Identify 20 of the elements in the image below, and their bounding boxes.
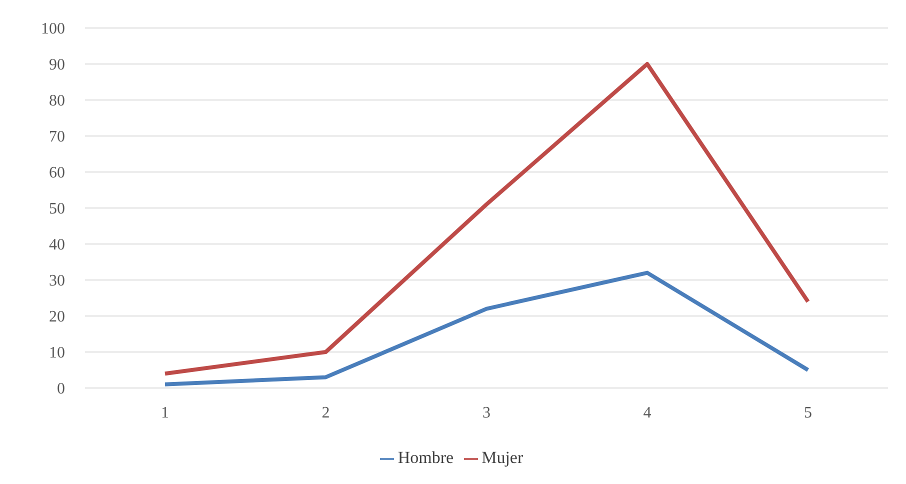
- y-tick-label: 30: [49, 272, 65, 290]
- y-tick-label: 70: [49, 128, 65, 146]
- y-tick-label: 80: [49, 92, 65, 110]
- legend-label: Hombre: [398, 448, 454, 467]
- y-tick-label: 100: [41, 20, 65, 38]
- y-tick-label: 0: [57, 380, 65, 398]
- x-tick-label: 4: [643, 404, 652, 422]
- y-tick-label: 40: [49, 236, 65, 254]
- y-tick-label: 20: [49, 308, 65, 326]
- x-tick-label: 3: [482, 404, 490, 422]
- legend-label: Mujer: [482, 448, 524, 467]
- y-tick-label: 90: [49, 56, 65, 74]
- x-tick-label: 2: [322, 404, 330, 422]
- line-series: [163, 62, 810, 376]
- x-tick-label: 5: [804, 404, 812, 422]
- x-tick-label: 1: [161, 404, 169, 422]
- y-tick-label: 60: [49, 164, 65, 182]
- line-series: [163, 270, 810, 386]
- y-tick-label: 50: [49, 200, 65, 218]
- y-tick-label: 10: [49, 344, 65, 362]
